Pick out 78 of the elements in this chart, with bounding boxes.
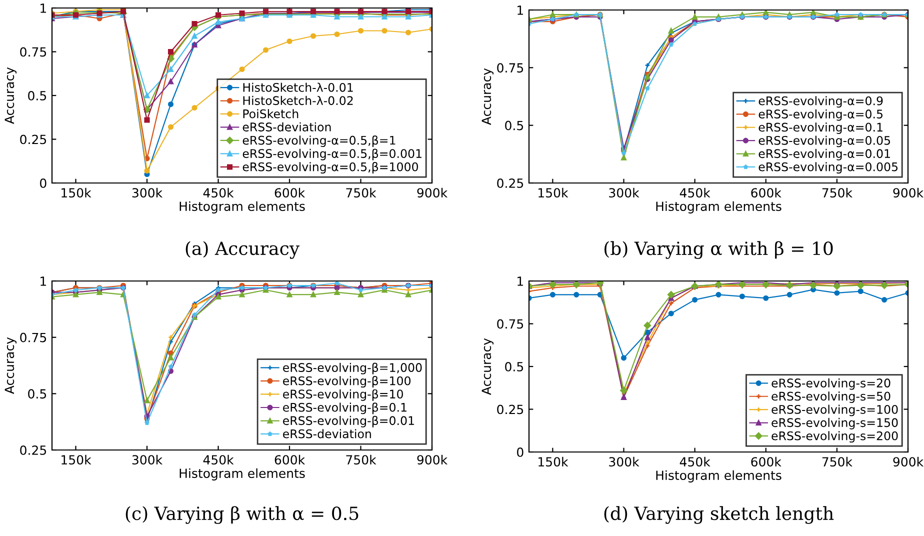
- text: (c) Varying β with α = 0.5: [126, 506, 358, 524]
- legend-label: HistoSketch-λ-0.01: [243, 82, 353, 92]
- legend-label: eRSS-evolving-α=0.1: [758, 122, 882, 134]
- legend-label: eRSS-deviation: [283, 429, 371, 438]
- y-tick-label: 1: [40, 4, 46, 13]
- x-tick-label: 450k: [203, 188, 234, 198]
- legend-label: eRSS-evolving-s=100: [772, 404, 898, 416]
- y-tick-label: 0.25: [20, 134, 46, 144]
- y-tick-label: 0.5: [28, 90, 46, 100]
- x-tick-label: 450k: [680, 188, 710, 198]
- legend-label: HistoSketch-λ-0.02: [243, 96, 353, 106]
- y-tick-label: 0.75: [497, 319, 524, 329]
- legend-label: eRSS-evolving-α=0.5: [758, 109, 882, 121]
- x-tick-label: 900k: [417, 188, 448, 198]
- x-axis-title: Histogram elements: [656, 201, 782, 214]
- x-tick-label: 600k: [274, 188, 306, 198]
- legend-label: eRSS-evolving-s=20: [772, 378, 890, 390]
- x-axis-title: Histogram elements: [656, 470, 782, 482]
- y-tick-label: 0.25: [497, 404, 524, 414]
- x-tick-label: 900k: [893, 188, 924, 198]
- x-tick-label: 300k: [609, 188, 640, 198]
- legend-label: eRSS-evolving-β=0.01: [283, 416, 414, 428]
- legend-label: eRSS-evolving-β=100: [283, 376, 411, 388]
- x-tick-label: 150k: [538, 188, 568, 198]
- legend-label: eRSS-evolving-α=0.5,β=1: [242, 136, 396, 148]
- x-tick-label: 600k: [751, 188, 782, 198]
- x-tick-label: 600k: [274, 454, 306, 465]
- text: (a) Accuracy: [186, 241, 300, 259]
- legend-label: eRSS-evolving-α=0.01: [758, 148, 890, 160]
- legend-label: eRSS-evolving-β=1,000: [283, 362, 422, 374]
- legend-label: eRSS-evolving-α=0.5,β=1000: [242, 162, 418, 174]
- x-tick-label: 750k: [822, 188, 852, 198]
- y-axis-title: Accuracy: [4, 67, 17, 124]
- y-tick-label: 0: [517, 447, 524, 457]
- x-tick-label: 300k: [132, 454, 163, 465]
- y-tick-label: 0.25: [497, 178, 524, 188]
- x-tick-label: 150k: [538, 456, 568, 467]
- x-tick-label: 600k: [751, 456, 782, 467]
- y-tick-label: 0.75: [20, 47, 46, 57]
- y-tick-label: 0.5: [28, 389, 46, 399]
- text: (d) Varying sketch length: [604, 506, 834, 524]
- x-tick-label: 750k: [346, 454, 376, 465]
- legend-label: eRSS-evolving-α=0.5,β=0.001: [242, 148, 422, 160]
- legend-label: eRSS-evolving-α=0.05: [758, 136, 890, 148]
- x-tick-label: 750k: [346, 188, 376, 198]
- y-tick-label: 0: [40, 178, 46, 188]
- legend-label: eRSS-evolving-s=150: [772, 418, 898, 430]
- legend-label: PoiSketch: [243, 109, 298, 118]
- x-tick-label: 750k: [822, 456, 852, 467]
- x-tick-label: 150k: [62, 188, 92, 198]
- y-tick-label: 0.5: [505, 120, 524, 130]
- y-tick-label: 1: [40, 276, 46, 286]
- legend-label: eRSS-evolving-α=0.9: [758, 96, 883, 108]
- y-axis-title: Accuracy: [4, 337, 17, 394]
- y-axis-title: Accuracy: [482, 338, 494, 395]
- x-tick-label: 150k: [62, 454, 92, 465]
- x-tick-label: 900k: [893, 456, 924, 467]
- text: (b) Varying α with β = 10: [604, 241, 833, 259]
- x-tick-label: 300k: [609, 456, 640, 467]
- legend-label: eRSS-evolving-β=10: [283, 389, 403, 401]
- y-axis-title: Accuracy: [482, 68, 494, 125]
- y-tick-label: 0.75: [497, 63, 524, 73]
- x-tick-label: 900k: [417, 454, 448, 465]
- y-tick-label: 0.25: [20, 445, 46, 455]
- y-tick-label: 0.75: [20, 332, 46, 342]
- x-axis-title: Histogram elements: [180, 201, 305, 214]
- x-tick-label: 300k: [132, 188, 163, 198]
- legend-label: eRSS-evolving-s=200: [772, 431, 898, 443]
- x-tick-label: 450k: [203, 454, 234, 465]
- legend-label: eRSS-evolving-β=0.1: [283, 402, 406, 414]
- x-tick-label: 450k: [680, 456, 710, 467]
- legend-label: eRSS-evolving-s=50: [772, 392, 890, 403]
- x-axis-title: Histogram elements: [180, 468, 305, 480]
- y-tick-label: 0.5: [505, 362, 524, 372]
- legend-label: eRSS-evolving-α=0.005: [758, 162, 898, 174]
- y-tick-label: 1: [518, 276, 523, 286]
- legend-label: eRSS-deviation: [242, 122, 331, 132]
- y-tick-label: 1: [518, 6, 523, 15]
